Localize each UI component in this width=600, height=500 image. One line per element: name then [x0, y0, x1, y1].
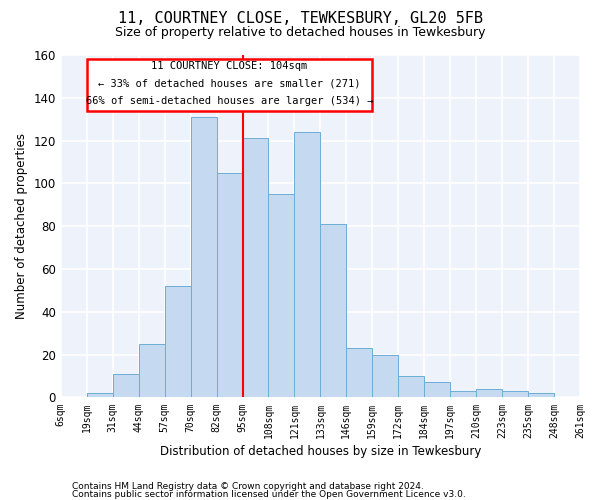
Text: 11 COURTNEY CLOSE: 104sqm: 11 COURTNEY CLOSE: 104sqm [151, 62, 308, 72]
Bar [450, 391, 476, 398]
Bar [242, 138, 268, 398]
Bar [424, 382, 450, 398]
Bar [191, 117, 217, 398]
Text: Contains HM Land Registry data © Crown copyright and database right 2024.: Contains HM Land Registry data © Crown c… [72, 482, 424, 491]
Bar [113, 374, 139, 398]
Bar [87, 60, 373, 110]
Text: ← 33% of detached houses are smaller (271): ← 33% of detached houses are smaller (27… [98, 78, 361, 88]
Text: Contains public sector information licensed under the Open Government Licence v3: Contains public sector information licen… [72, 490, 466, 499]
Text: 66% of semi-detached houses are larger (534) →: 66% of semi-detached houses are larger (… [86, 96, 373, 106]
Bar [476, 389, 502, 398]
Bar [217, 172, 242, 398]
Text: Size of property relative to detached houses in Tewkesbury: Size of property relative to detached ho… [115, 26, 485, 39]
Bar [346, 348, 373, 398]
Text: 11, COURTNEY CLOSE, TEWKESBURY, GL20 5FB: 11, COURTNEY CLOSE, TEWKESBURY, GL20 5FB [118, 11, 482, 26]
Bar [528, 393, 554, 398]
Bar [139, 344, 164, 398]
Bar [164, 286, 191, 398]
Bar [295, 132, 320, 398]
Bar [268, 194, 295, 398]
Y-axis label: Number of detached properties: Number of detached properties [15, 133, 28, 319]
Bar [502, 391, 528, 398]
Bar [398, 376, 424, 398]
Bar [373, 354, 398, 398]
Bar [87, 393, 113, 398]
Bar [320, 224, 346, 398]
X-axis label: Distribution of detached houses by size in Tewkesbury: Distribution of detached houses by size … [160, 444, 481, 458]
